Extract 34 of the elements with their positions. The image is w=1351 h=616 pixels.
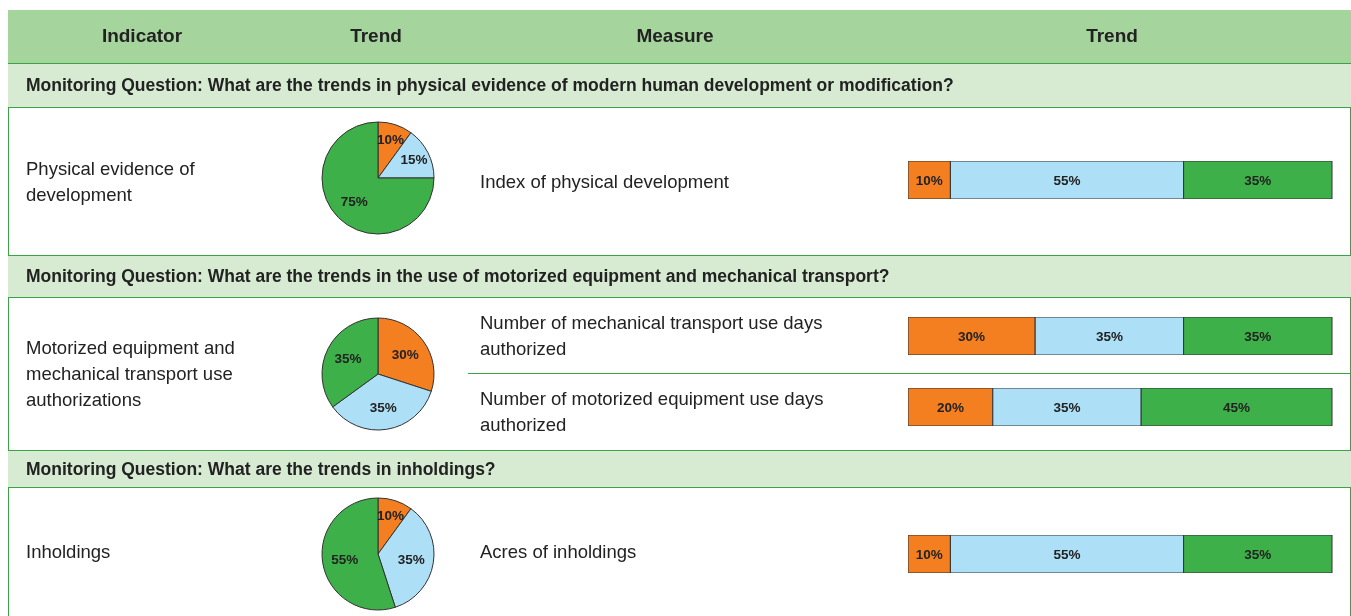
- pie-slice: [321, 121, 435, 235]
- text: Number of motorized equipment use days authorized: [480, 386, 825, 437]
- data-label: 55%: [1053, 172, 1081, 188]
- data-label: 30%: [958, 328, 986, 344]
- data-label: 35%: [1244, 328, 1272, 344]
- data-label: 55%: [331, 551, 359, 567]
- text: Trend: [349, 25, 403, 47]
- text: Monitoring Question: What are the trends in physical evidence of modern human development or modification?: [26, 75, 954, 96]
- text: Indicator: [100, 25, 184, 47]
- text: Measure: [635, 25, 715, 47]
- data-label: 35%: [369, 399, 397, 415]
- data-label: 10%: [915, 546, 943, 562]
- data-label: 10%: [915, 172, 943, 188]
- data-label: 30%: [391, 346, 419, 362]
- text: Monitoring Question: What are the trends in inholdings?: [26, 458, 496, 480]
- data-label: 55%: [1053, 546, 1081, 562]
- text: Trend: [1085, 25, 1139, 47]
- data-label: 15%: [400, 152, 428, 168]
- text: Number of mechanical transport use days authorized: [480, 310, 824, 361]
- text: Physical evidence of development: [26, 156, 196, 207]
- text: Acres of inholdings: [480, 540, 637, 564]
- data-label: 35%: [1244, 546, 1272, 562]
- text: Index of physical development: [480, 169, 729, 194]
- data-label: 75%: [340, 194, 368, 210]
- data-label: 20%: [936, 399, 964, 415]
- text: Inholdings: [26, 540, 111, 564]
- data-label: 35%: [1244, 172, 1272, 188]
- text: Motorized equipment and mechanical transport use authorizations: [26, 336, 236, 412]
- data-label: 35%: [397, 551, 425, 567]
- text: Monitoring Question: What are the trends in the use of motorized equipment and mechanical transport?: [26, 266, 890, 287]
- data-label: 35%: [1053, 399, 1081, 415]
- data-label: 35%: [334, 351, 362, 367]
- data-label: 35%: [1095, 328, 1123, 344]
- data-label: 45%: [1223, 399, 1251, 415]
